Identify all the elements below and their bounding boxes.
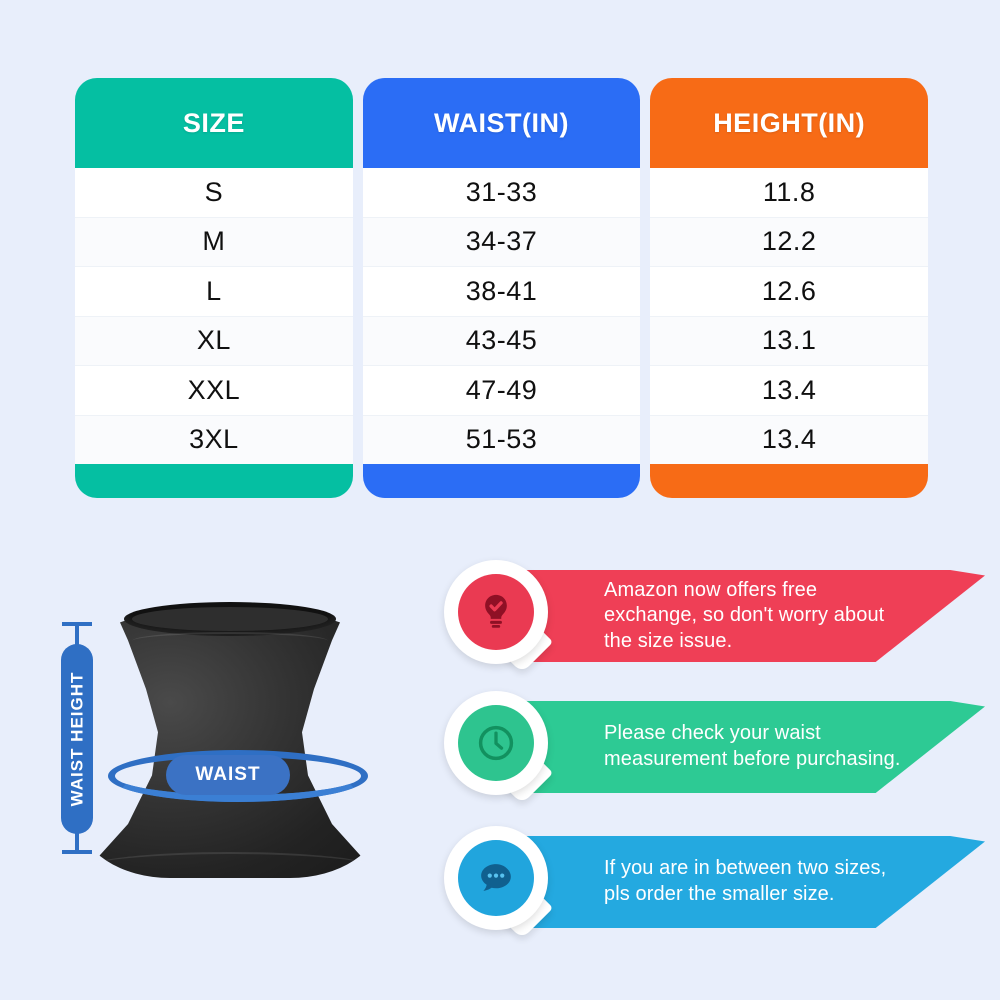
- table-cell-waist: 51-53: [362, 415, 641, 464]
- table-cell-waist: 31-33: [362, 168, 641, 218]
- waist-measure-ring-front: [108, 750, 368, 802]
- table-cell-height: 12.6: [650, 267, 929, 317]
- table-cell-waist: 38-41: [362, 267, 641, 317]
- badge-disc: [458, 574, 534, 650]
- table-cell-height: 12.2: [650, 217, 929, 267]
- size-chart-table: SIZE S M L XL XXL 3XL WAIST(IN) 31-33 34…: [75, 78, 929, 498]
- badge-disc: [458, 840, 534, 916]
- belt-top-inner: [132, 607, 328, 631]
- table-cell-size: XL: [75, 316, 353, 366]
- table-column-waist: WAIST(IN) 31-33 34-37 38-41 43-45 47-49 …: [362, 78, 641, 498]
- gauge-stem-top-icon: [75, 624, 79, 648]
- column-footer-height: [650, 464, 929, 498]
- table-cell-waist: 34-37: [362, 217, 641, 267]
- table-cell-waist: 43-45: [362, 316, 641, 366]
- table-column-size: SIZE S M L XL XXL 3XL: [75, 78, 353, 498]
- callout-text: Please check your waist measurement befo…: [604, 722, 901, 770]
- table-cell-waist: 47-49: [362, 366, 641, 416]
- callout-badge: [440, 822, 558, 940]
- column-body-height: 11.8 12.2 12.6 13.1 13.4 13.4: [650, 168, 929, 464]
- column-header-waist: WAIST(IN): [362, 78, 641, 168]
- waist-pill: WAIST: [166, 755, 290, 795]
- table-cell-size: XXL: [75, 366, 353, 416]
- belt-bottom-edge: [86, 852, 374, 884]
- table-cell-size: L: [75, 267, 353, 317]
- gauge-cap-bottom-icon: [62, 850, 92, 854]
- badge-disc: [458, 705, 534, 781]
- callout-text: Amazon now offers free exchange, so don'…: [604, 578, 885, 652]
- callout-text: If you are in between two sizes, pls ord…: [604, 857, 887, 905]
- belt-seam-line: [132, 632, 328, 650]
- table-cell-height: 13.4: [650, 415, 929, 464]
- product-illustration: WAIST HEIGHT WAIST: [18, 560, 418, 960]
- callout-banner: If you are in between two sizes, pls ord…: [488, 836, 985, 928]
- table-cell-height: 13.4: [650, 366, 929, 416]
- column-body-waist: 31-33 34-37 38-41 43-45 47-49 51-53: [362, 168, 641, 464]
- column-body-size: S M L XL XXL 3XL: [75, 168, 353, 464]
- waist-trainer-belt-image: WAIST: [80, 600, 380, 890]
- table-cell-size: S: [75, 168, 353, 218]
- table-cell-height: 13.1: [650, 316, 929, 366]
- waist-height-pill: WAIST HEIGHT: [61, 644, 93, 834]
- column-footer-size: [75, 464, 353, 498]
- callout-item: Please check your waist measurement befo…: [440, 687, 985, 805]
- column-header-size: SIZE: [75, 78, 353, 168]
- callout-list: Amazon now offers free exchange, so don'…: [440, 556, 985, 960]
- column-footer-waist: [362, 464, 641, 498]
- waist-height-gauge: WAIST HEIGHT: [54, 622, 100, 854]
- lightbulb-check-icon: [485, 594, 507, 628]
- table-column-height: HEIGHT(IN) 11.8 12.2 12.6 13.1 13.4 13.4: [650, 78, 929, 498]
- callout-badge: [440, 556, 558, 674]
- column-header-height: HEIGHT(IN): [650, 78, 929, 168]
- table-cell-height: 11.8: [650, 168, 929, 218]
- table-cell-size: 3XL: [75, 415, 353, 464]
- callout-item: If you are in between two sizes, pls ord…: [440, 822, 985, 940]
- callout-banner: Please check your waist measurement befo…: [488, 701, 985, 793]
- gauge-stem-bottom-icon: [75, 828, 79, 852]
- clock-icon: [478, 725, 514, 761]
- callout-item: Amazon now offers free exchange, so don'…: [440, 556, 985, 674]
- callout-badge: [440, 687, 558, 805]
- callout-banner: Amazon now offers free exchange, so don'…: [488, 570, 985, 662]
- waist-label: WAIST: [195, 764, 261, 785]
- table-cell-size: M: [75, 217, 353, 267]
- speech-bubble-icon: [481, 864, 511, 891]
